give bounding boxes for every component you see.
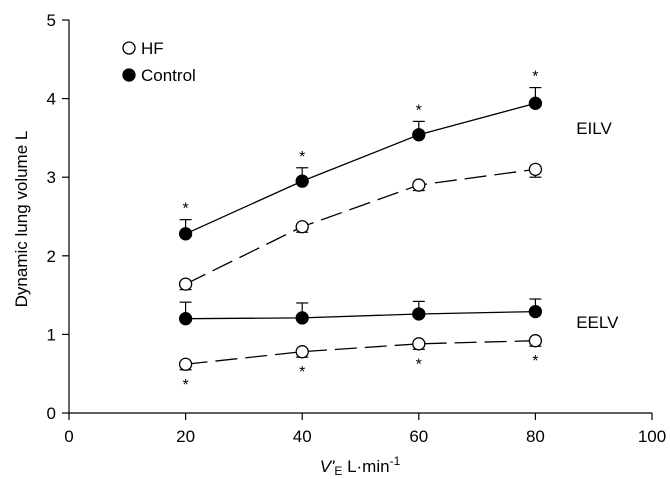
y-tick-label: 3: [47, 168, 56, 187]
series-line: [185, 102, 536, 235]
series-line: [185, 340, 536, 365]
legend: HF Control: [122, 39, 196, 85]
data-point-open: [178, 277, 193, 291]
annotations: EILV EELV: [576, 119, 619, 332]
significance-star: *: [532, 69, 538, 86]
series-layer: * * * * * * * *: [178, 69, 543, 394]
data-point-filled: [412, 307, 426, 321]
data-point-open: [295, 345, 309, 359]
x-tick-label: 60: [409, 427, 428, 446]
data-point-filled: [178, 312, 193, 326]
y-tick-label: 2: [47, 247, 56, 266]
series-eelv-control: [178, 298, 543, 326]
significance-star: *: [416, 102, 422, 119]
legend-label: HF: [141, 39, 164, 58]
x-tick-label: 20: [176, 427, 195, 446]
data-point-open: [528, 162, 543, 176]
x-axis-title: V'E L·min-1: [320, 454, 401, 478]
series-eelv-hf: * * * *: [178, 334, 543, 394]
data-point-filled: [528, 304, 543, 319]
legend-marker-open: [122, 41, 136, 55]
data-point-filled: [295, 311, 309, 325]
annotation-eelv: EELV: [576, 313, 619, 332]
significance-star: *: [532, 353, 538, 370]
series-line: [185, 168, 536, 285]
data-point-filled: [412, 128, 426, 142]
x-tick-label: 80: [526, 427, 545, 446]
data-point-open: [412, 337, 426, 351]
x-tick-label: 0: [64, 427, 73, 446]
data-point-filled: [295, 174, 309, 188]
legend-marker-filled: [122, 68, 136, 82]
data-point-open: [412, 178, 426, 192]
series-line: [185, 310, 536, 320]
data-point-open: [178, 357, 193, 371]
significance-star: *: [182, 201, 188, 218]
series-eilv-control: * * * *: [178, 69, 543, 241]
data-point-filled: [178, 227, 193, 241]
axes: 0 1 2 3 4 5 0 20 40 60 80 100: [47, 11, 667, 446]
y-tick-label: 4: [47, 90, 56, 109]
annotation-eilv: EILV: [576, 119, 612, 138]
legend-label: Control: [141, 66, 196, 85]
significance-star: *: [182, 377, 188, 394]
y-tick-label: 0: [47, 404, 56, 423]
data-point-open: [295, 220, 309, 234]
x-tick-label: 40: [293, 427, 312, 446]
significance-star: *: [299, 149, 305, 166]
x-tick-label: 100: [638, 427, 666, 446]
significance-star: *: [299, 364, 305, 381]
significance-star: *: [416, 356, 422, 373]
y-tick-label: 1: [47, 325, 56, 344]
series-eilv-hf: [178, 162, 543, 291]
y-axis-title: Dynamic lung volume L: [12, 131, 31, 308]
y-tick-label: 5: [47, 11, 56, 30]
data-point-open: [528, 334, 543, 348]
data-point-filled: [528, 96, 543, 110]
